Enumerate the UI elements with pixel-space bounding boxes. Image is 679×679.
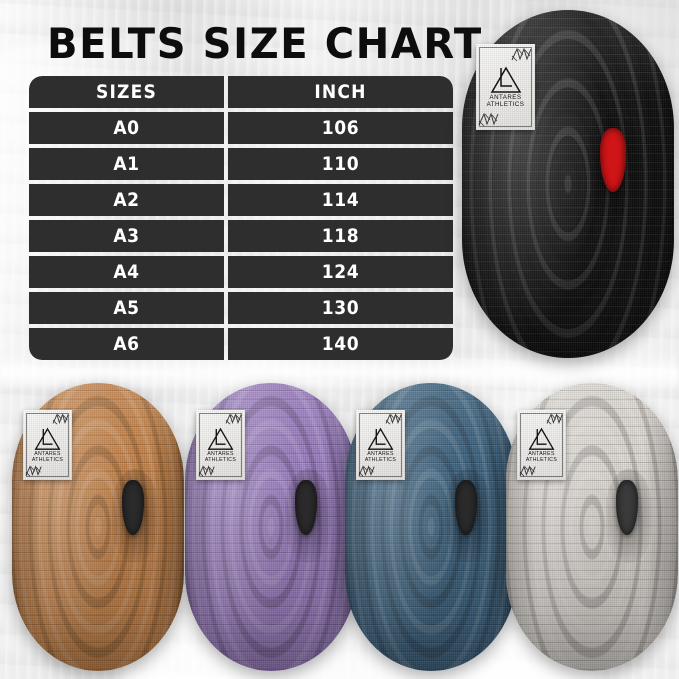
label-border (520, 413, 563, 477)
zigzag-stitch-icon (478, 112, 499, 127)
zigzag-stitch-icon (198, 465, 215, 477)
antares-triangle-logo-icon (528, 427, 555, 450)
label-weave (196, 410, 245, 480)
inch-cell: 130 (228, 292, 453, 324)
table-row: A0 106 (29, 112, 453, 144)
brand-name-line1: ANTARES (34, 450, 61, 457)
brand-label-text: ANTARES ATHLETICS (364, 450, 397, 464)
zigzag-stitch-icon (511, 47, 532, 62)
label-weave (517, 410, 566, 480)
label-border (359, 413, 402, 477)
belt-coil (506, 383, 678, 671)
brand-label: ANTARES ATHLETICS (476, 44, 535, 130)
zigzag-stitch-icon (52, 413, 69, 425)
table-row: A4 124 (29, 256, 453, 288)
table-row: A2 114 (29, 184, 453, 216)
belt-tip (295, 480, 317, 535)
label-weave (356, 410, 405, 480)
brand-label: ANTARES ATHLETICS (356, 410, 405, 480)
label-border (199, 413, 242, 477)
brand-name-line1: ANTARES (207, 450, 234, 457)
belt-image-purple: ANTARES ATHLETICS (185, 383, 357, 671)
inch-cell: 110 (228, 148, 453, 180)
antares-triangle-logo-icon (367, 427, 394, 450)
zigzag-stitch-icon (385, 413, 402, 425)
brand-name-line1: ANTARES (489, 93, 522, 101)
label-weave (23, 410, 72, 480)
size-cell: A5 (29, 292, 224, 324)
brand-label: ANTARES ATHLETICS (196, 410, 245, 480)
table-row: A1 110 (29, 148, 453, 180)
inch-cell: 118 (228, 220, 453, 252)
belts-size-table: SIZES INCH A0 106 A1 110 A2 114 A3 118 A… (29, 76, 453, 360)
brand-name-line1: ANTARES (367, 450, 394, 457)
brand-label-text: ANTARES ATHLETICS (525, 450, 558, 464)
brand-name-line2: ATHLETICS (204, 456, 237, 463)
size-cell: A2 (29, 184, 224, 216)
label-border (479, 47, 532, 127)
belt-image-blue: ANTARES ATHLETICS (345, 383, 517, 671)
brand-name-line2: ATHLETICS (486, 100, 525, 108)
column-header-sizes: SIZES (29, 76, 224, 108)
belt-tip (455, 480, 477, 535)
belt-tip (122, 480, 144, 535)
size-cell: A3 (29, 220, 224, 252)
inch-cell: 106 (228, 112, 453, 144)
zigzag-stitch-icon (225, 413, 242, 425)
label-weave (476, 44, 535, 130)
table-header-row: SIZES INCH (29, 76, 453, 108)
brand-label-text: ANTARES ATHLETICS (31, 450, 64, 464)
page-title: BELTS SIZE CHART (47, 19, 483, 68)
antares-triangle-logo-icon (34, 427, 61, 450)
zigzag-stitch-icon (25, 465, 42, 477)
zigzag-stitch-icon (358, 465, 375, 477)
inch-cell: 114 (228, 184, 453, 216)
antares-triangle-logo-icon (207, 427, 234, 450)
belt-tip (616, 480, 638, 535)
brand-name-line1: ANTARES (528, 450, 555, 457)
belt-tip (600, 128, 626, 192)
brand-label-text: ANTARES ATHLETICS (204, 450, 237, 464)
size-cell: A4 (29, 256, 224, 288)
belt-image-white: ANTARES ATHLETICS (506, 383, 678, 671)
brand-label: ANTARES ATHLETICS (23, 410, 72, 480)
brand-name-line2: ATHLETICS (364, 456, 397, 463)
zigzag-stitch-icon (546, 413, 563, 425)
brand-label-text: ANTARES ATHLETICS (486, 93, 525, 109)
brand-name-line2: ATHLETICS (31, 456, 64, 463)
antares-triangle-logo-icon (490, 66, 521, 93)
inch-cell: 140 (228, 328, 453, 360)
brand-label: ANTARES ATHLETICS (517, 410, 566, 480)
table-row: A6 140 (29, 328, 453, 360)
table-row: A3 118 (29, 220, 453, 252)
belt-image-black: ANTARES ATHLETICS (462, 10, 674, 358)
zigzag-stitch-icon (519, 465, 536, 477)
size-cell: A1 (29, 148, 224, 180)
label-border (26, 413, 69, 477)
size-cell: A6 (29, 328, 224, 360)
table-row: A5 130 (29, 292, 453, 324)
brand-name-line2: ATHLETICS (525, 456, 558, 463)
belt-image-tan: ANTARES ATHLETICS (12, 383, 184, 671)
column-header-inch: INCH (228, 76, 453, 108)
inch-cell: 124 (228, 256, 453, 288)
size-cell: A0 (29, 112, 224, 144)
